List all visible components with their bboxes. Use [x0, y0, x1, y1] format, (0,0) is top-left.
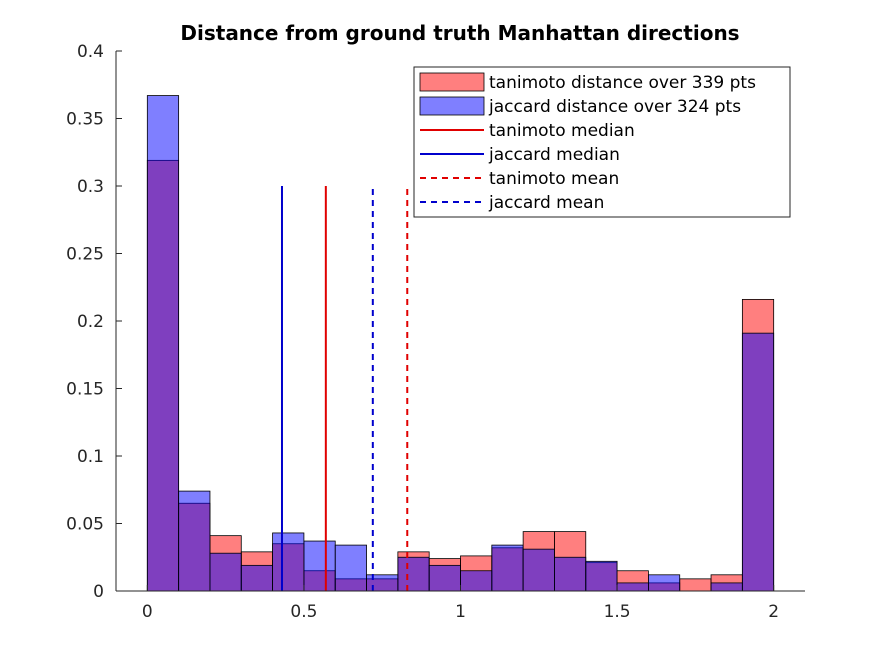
- y-tick-label: 0.15: [66, 380, 104, 400]
- x-tick-label: 0: [142, 602, 153, 622]
- histogram-bar-series-0-bin-17: [679, 578, 712, 592]
- histogram-bar-series-1-bin-1: [178, 490, 211, 592]
- y-tick-label: 0.2: [77, 312, 104, 332]
- histogram-bar-series-1-bin-0: [146, 95, 180, 592]
- histogram-bar-series-1-bin-18: [710, 582, 743, 592]
- histogram-bar-series-1-bin-6: [334, 544, 367, 592]
- legend-swatch: [419, 96, 485, 116]
- histogram-bar-series-1-bin-12: [522, 548, 555, 592]
- legend: tanimoto distance over 339 pts jaccard di…: [413, 66, 791, 218]
- y-tick-label: 0.35: [66, 110, 104, 130]
- histogram-bar-series-1-bin-4: [272, 532, 305, 592]
- histogram-bar-series-1-bin-14: [585, 560, 618, 592]
- histogram-bar-series-1-bin-13: [554, 556, 587, 592]
- y-tick-label: 0.3: [77, 177, 104, 197]
- histogram-bar-series-1-bin-5: [303, 540, 336, 592]
- histogram-bar-series-1-bin-9: [428, 564, 461, 592]
- bars-layer: [146, 95, 775, 592]
- histogram-bar-series-1-bin-19: [741, 332, 775, 592]
- legend-label: tanimoto mean: [489, 169, 619, 189]
- histogram-bar-series-1-bin-2: [209, 552, 242, 592]
- legend-box: [413, 66, 791, 218]
- histogram-bar-series-1-bin-11: [491, 544, 524, 592]
- legend-label: jaccard median: [488, 145, 620, 165]
- axes-layer: 0 0.5 1 1.5 2 0 0.05 0.1 0.15 0.2 0.25 0.3 0.35 0.4: [66, 42, 805, 622]
- vlines-layer: [280, 186, 409, 591]
- histogram-bar-series-1-bin-16: [648, 574, 681, 592]
- y-tick-label: 0.4: [77, 42, 104, 62]
- histogram-bar-series-1-bin-3: [240, 564, 273, 592]
- y-tick-label: 0.1: [77, 447, 104, 467]
- legend-label: jaccard distance over 324 pts: [488, 97, 741, 117]
- legend-swatch: [419, 72, 485, 92]
- y-tick-label: 0.05: [66, 515, 104, 535]
- x-tick-label: 0.5: [290, 602, 317, 622]
- histogram-bar-series-1-bin-7: [366, 574, 399, 592]
- y-tick-label: 0: [93, 582, 104, 602]
- legend-label: tanimoto distance over 339 pts: [489, 73, 756, 93]
- chart-title: Distance from ground truth Manhattan dir…: [180, 21, 739, 45]
- legend-label: tanimoto median: [489, 121, 635, 141]
- histogram-bar-series-1-bin-15: [616, 582, 649, 592]
- histogram-bar-series-1-bin-8: [397, 556, 430, 592]
- x-tick-label: 1.5: [604, 602, 631, 622]
- y-tick-label: 0.25: [66, 245, 104, 265]
- histogram-bar-series-1-bin-10: [460, 570, 493, 592]
- legend-label: jaccard mean: [488, 193, 604, 213]
- x-tick-label: 1: [455, 602, 466, 622]
- x-tick-label: 2: [768, 602, 779, 622]
